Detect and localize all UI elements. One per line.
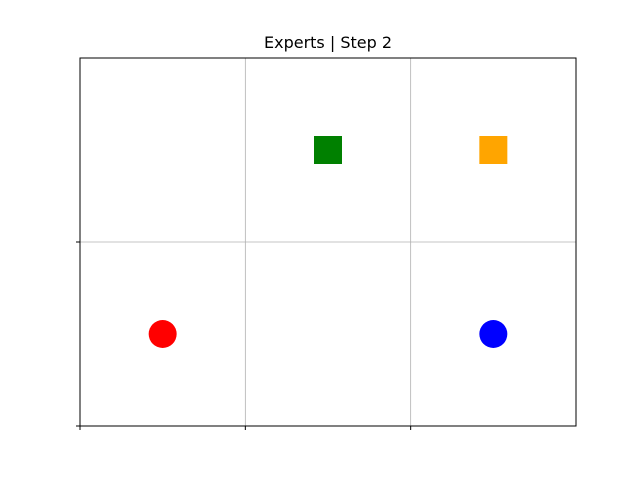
green-goal: [314, 136, 342, 164]
blue-agent: [479, 320, 508, 348]
orange-goal: [479, 136, 508, 164]
plot-title: Experts | Step 2: [263, 33, 393, 52]
red-agent: [148, 320, 177, 348]
